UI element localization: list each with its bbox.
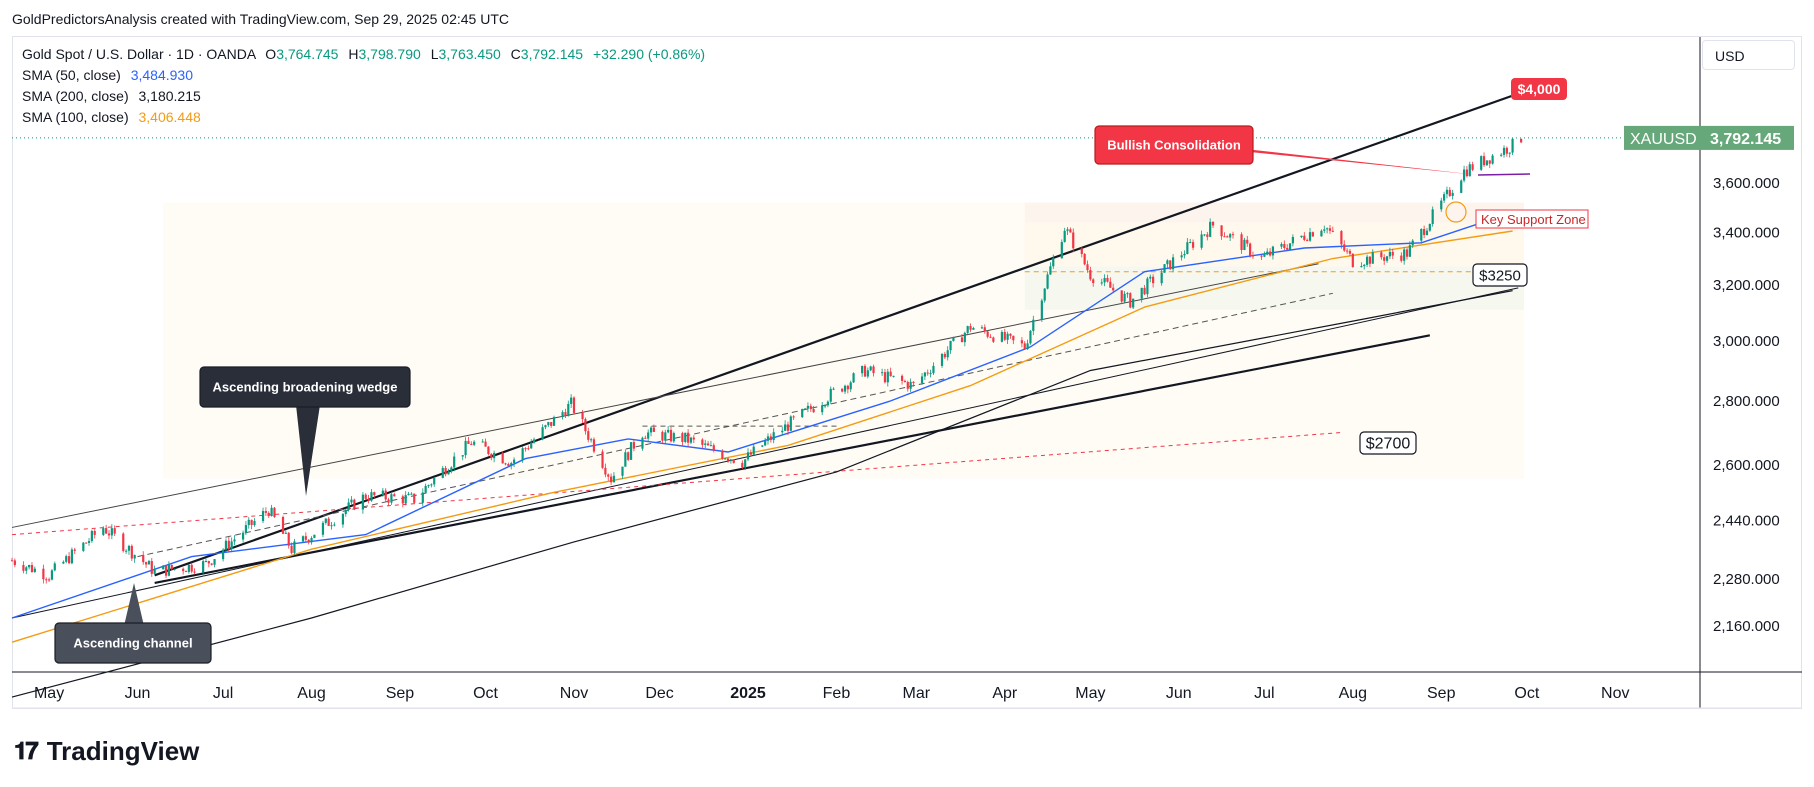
legend-low-label: L (430, 46, 439, 62)
legend-low-value: 3,763.450 (438, 46, 501, 62)
legend-sma200-value: 3,180.215 (138, 88, 201, 104)
footer-brand: TradingView (46, 736, 200, 766)
legend-high-value: 3,798.790 (358, 46, 421, 62)
currency-button[interactable]: USD (1702, 40, 1795, 70)
legend-sma200-row[interactable]: SMA (200, close) 3,180.215 (22, 86, 705, 107)
chart-legend: Gold Spot / U.S. Dollar · 1D · OANDA O3,… (22, 44, 705, 128)
legend-open-label: O (265, 46, 277, 62)
tradingview-logo-icon: 𝟏𝟕 (14, 737, 39, 765)
legend-sma50-label: SMA (50, close) (22, 67, 121, 83)
legend-open-value: 3,764.745 (276, 46, 339, 62)
chart-credit: GoldPredictorsAnalysis created with Trad… (12, 11, 509, 27)
legend-sma100-value: 3,406.448 (138, 109, 201, 125)
legend-close-label: C (510, 46, 521, 62)
footer-logo[interactable]: 𝟏𝟕 TradingView (14, 736, 199, 767)
legend-ohlc-row[interactable]: Gold Spot / U.S. Dollar · 1D · OANDA O3,… (22, 44, 705, 65)
legend-sma100-label: SMA (100, close) (22, 109, 129, 125)
legend-close-value: 3,792.145 (520, 46, 584, 62)
legend-sma50-value: 3,484.930 (130, 67, 194, 83)
chart-frame (12, 36, 1802, 709)
legend-symbol: Gold Spot / U.S. Dollar · 1D · OANDA (22, 46, 256, 62)
legend-sma50-row[interactable]: SMA (50, close) 3,484.930 (22, 65, 705, 86)
legend-sma100-row[interactable]: SMA (100, close) 3,406.448 (22, 107, 705, 128)
legend-high-label: H (348, 46, 359, 62)
legend-change: +32.290 (+0.86%) (592, 46, 706, 62)
legend-sma200-label: SMA (200, close) (22, 88, 129, 104)
